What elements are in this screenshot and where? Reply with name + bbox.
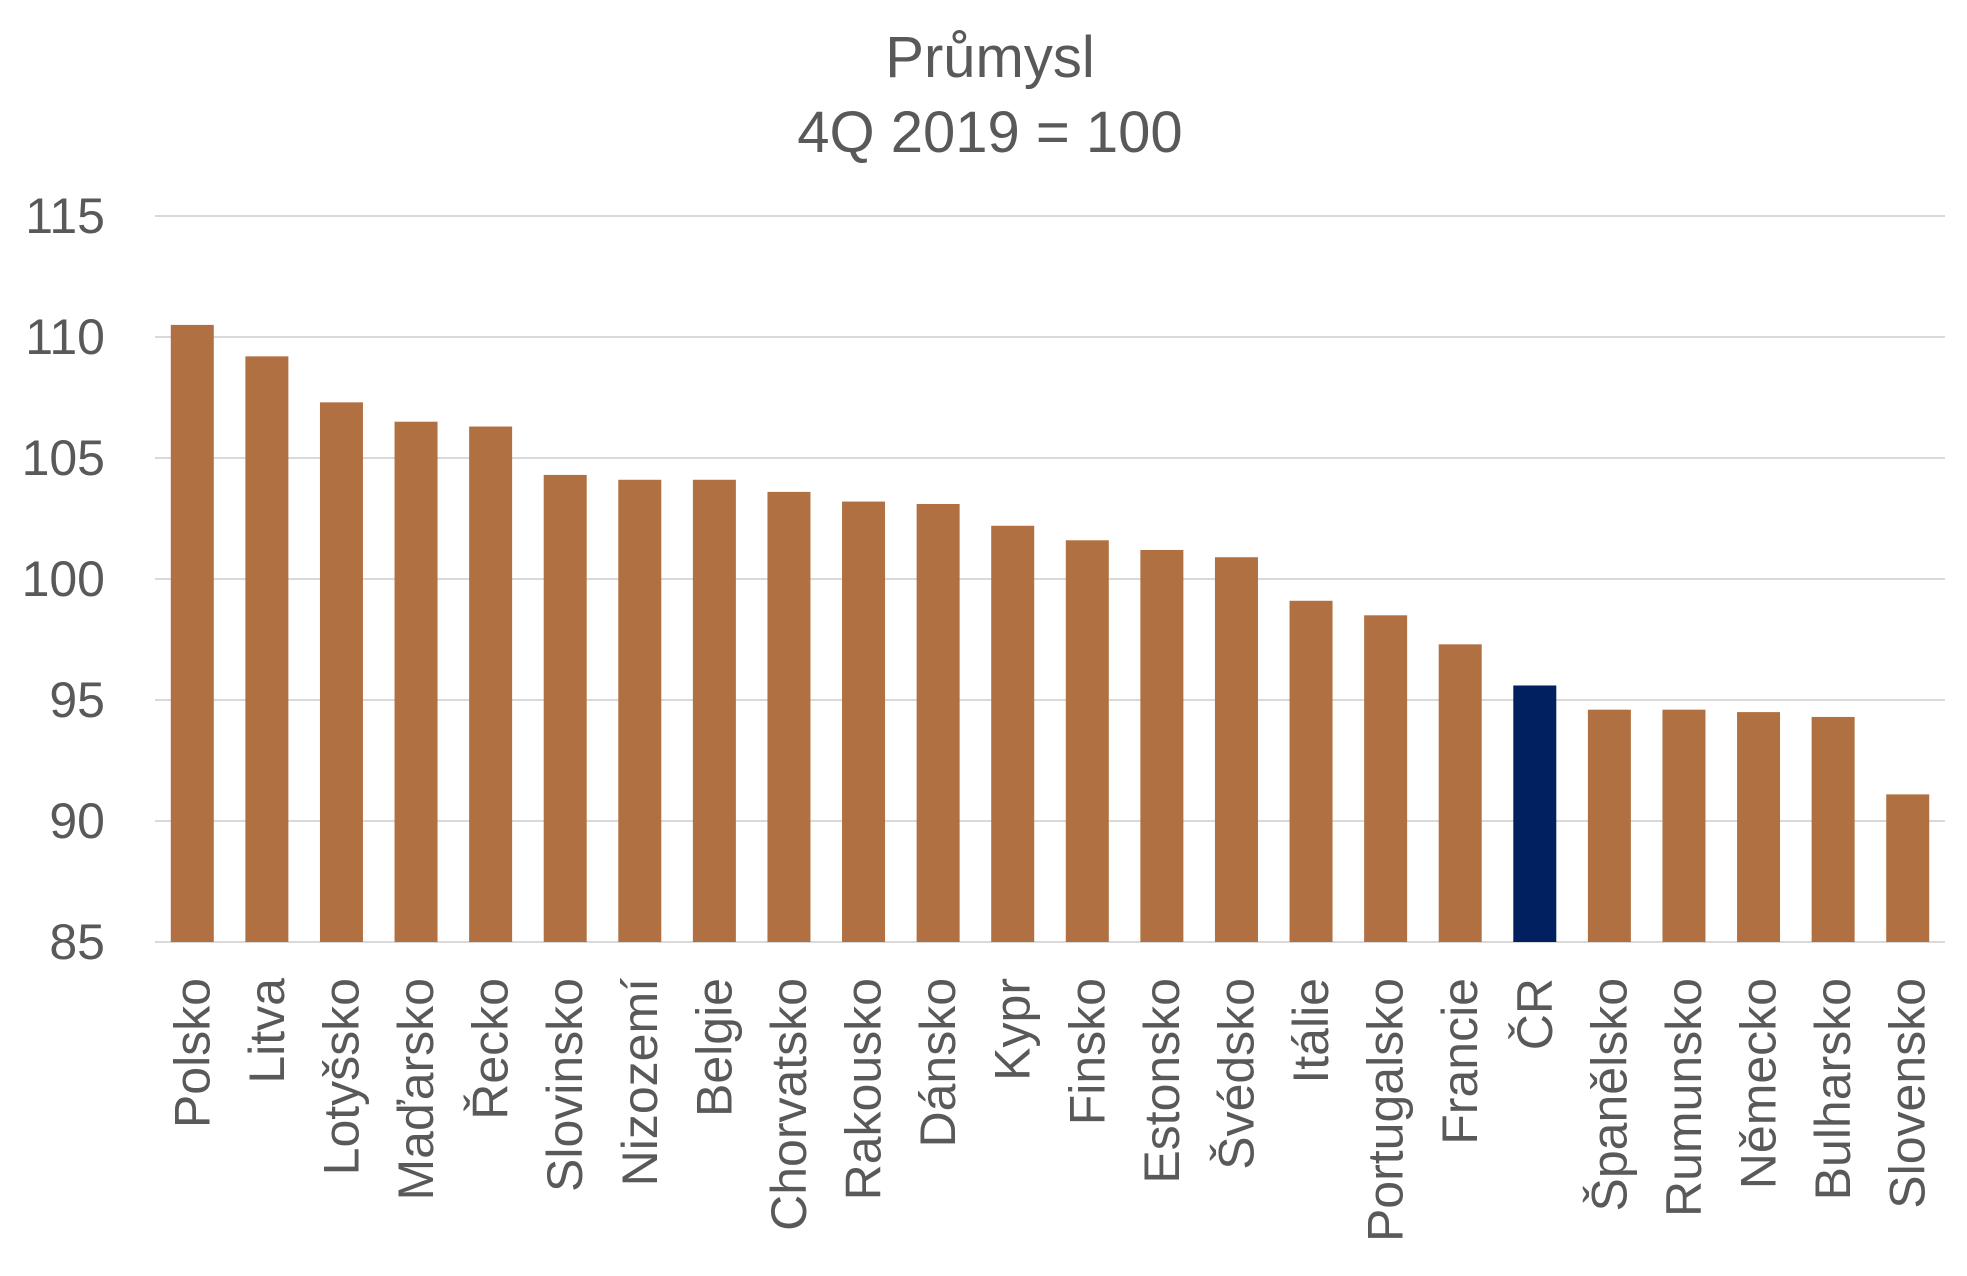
category-label: Estonsko (1134, 978, 1190, 1184)
category-label: Belgie (686, 978, 742, 1117)
category-label: Rakousko (836, 978, 892, 1200)
bar-12 (1065, 540, 1109, 942)
category-label: Lotyšsko (313, 978, 369, 1175)
y-tick-label: 105 (22, 430, 105, 486)
bar-4 (469, 426, 513, 942)
bar-13 (1140, 549, 1184, 942)
category-label: Bulharsko (1805, 978, 1861, 1200)
bar-20 (1662, 709, 1706, 942)
bar-19 (1587, 709, 1631, 942)
bar-11 (991, 525, 1035, 942)
bar-8 (767, 491, 811, 942)
bar-3 (394, 421, 438, 942)
y-tick-label: 100 (22, 551, 105, 607)
bar-22 (1811, 716, 1855, 942)
bar-18 (1513, 685, 1557, 942)
bar-15 (1289, 600, 1333, 942)
category-label: Maďarsko (388, 978, 444, 1200)
chart-subtitle: 4Q 2019 = 100 (797, 100, 1182, 165)
category-label: Řecko (463, 978, 519, 1120)
bar-16 (1364, 615, 1408, 942)
category-label: Slovinsko (537, 978, 593, 1192)
category-label: Litva (239, 978, 295, 1084)
category-label: Polsko (164, 978, 220, 1128)
chart-title: Průmysl (885, 25, 1094, 90)
bar-17 (1438, 644, 1482, 942)
category-label: Švédsko (1208, 978, 1264, 1170)
bar-14 (1214, 557, 1258, 942)
bar-0 (170, 324, 214, 942)
category-label: Rumunsko (1656, 978, 1712, 1217)
bar-5 (543, 474, 587, 942)
category-label: Kypr (985, 978, 1041, 1081)
gridlines (155, 215, 1945, 943)
category-label: Francie (1432, 978, 1488, 1145)
category-label: Nizozemí (612, 978, 668, 1186)
bar-10 (916, 503, 960, 942)
bars (170, 324, 1930, 943)
category-label: Itálie (1283, 978, 1339, 1084)
bar-7 (692, 479, 736, 942)
bar-6 (618, 479, 662, 942)
category-label: Dánsko (910, 978, 966, 1148)
y-axis-ticks: 85 90 95 100 105 110 115 (22, 188, 105, 970)
bar-1 (245, 356, 289, 942)
y-tick-label: 110 (25, 309, 105, 365)
category-label: Španělsko (1581, 978, 1637, 1212)
category-label: Slovensko (1880, 978, 1936, 1209)
y-tick-label: 95 (49, 672, 105, 728)
bar-9 (842, 501, 886, 942)
bar-21 (1737, 712, 1781, 942)
y-tick-label: 90 (49, 793, 105, 849)
category-label: Německo (1731, 978, 1787, 1189)
category-label: Chorvatsko (761, 978, 817, 1231)
x-axis-category-labels: Polsko Litva Lotyšsko Maďarsko Řecko Slovinsk… (164, 978, 1935, 1242)
y-tick-label: 115 (25, 188, 105, 244)
bar-2 (319, 402, 363, 943)
bar-23 (1886, 794, 1930, 942)
category-label: Finsko (1059, 978, 1115, 1125)
y-tick-label: 85 (49, 914, 105, 970)
category-label: ČR (1507, 978, 1563, 1050)
category-label: Portugalsko (1358, 978, 1414, 1242)
